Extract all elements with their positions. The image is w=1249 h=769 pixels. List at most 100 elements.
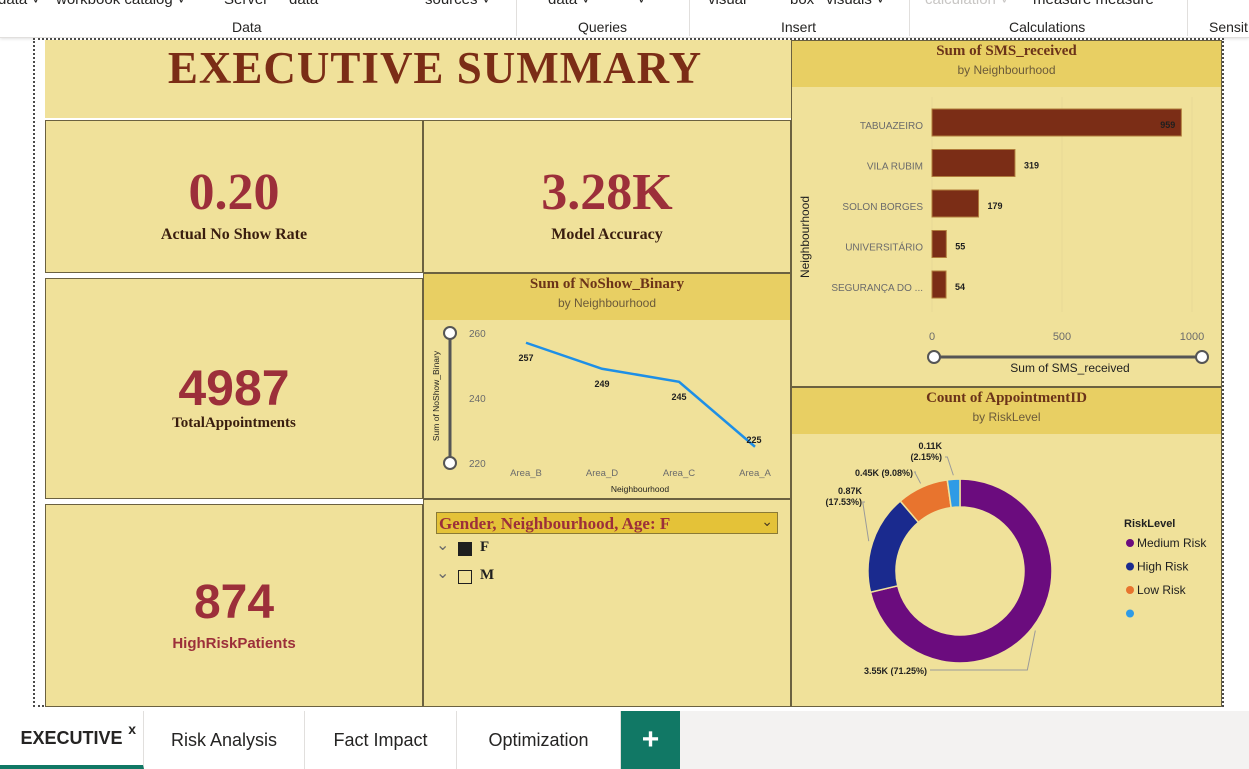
bar bbox=[931, 149, 1016, 177]
x-tick-label: Area_D bbox=[586, 468, 618, 479]
chevron-down-icon[interactable]: ⌄ bbox=[436, 537, 450, 554]
data-label: 959 bbox=[1160, 120, 1175, 130]
line-chart[interactable]: 220 240 260 Sum of NoShow_Binary 257 Area_B 24… bbox=[424, 320, 790, 498]
kpi-label: TotalAppointments bbox=[172, 415, 296, 431]
tab-fact-impact[interactable]: Fact Impact bbox=[305, 711, 457, 769]
ribbon: data ˅ workbook catalog ˅ Server data so… bbox=[0, 0, 1249, 38]
ribbon-button[interactable]: measure measure bbox=[1033, 0, 1154, 8]
kpi-value: 3.28K bbox=[541, 164, 673, 221]
chart-subtitle: by Neighbourhood bbox=[557, 296, 657, 310]
ribbon-divider bbox=[909, 0, 910, 36]
tab-risk-analysis[interactable]: Risk Analysis bbox=[144, 711, 305, 769]
ribbon-button[interactable]: visuals ˅ bbox=[826, 0, 885, 8]
donut-slice bbox=[869, 478, 1053, 664]
kpi-value: 4987 bbox=[178, 360, 290, 416]
ribbon-group-label: Calculations bbox=[1009, 19, 1086, 35]
y-tick-label: 260 bbox=[469, 329, 486, 340]
chart-subtitle: by RiskLevel bbox=[972, 410, 1041, 424]
kpi-card-model-accuracy[interactable]: 3.28K Model Accuracy bbox=[423, 120, 791, 273]
ribbon-button[interactable]: workbook catalog ˅ bbox=[56, 0, 186, 8]
range-slider-handle bbox=[443, 326, 457, 340]
leader-line bbox=[913, 471, 922, 484]
chart-title: Sum of SMS_received bbox=[936, 43, 1077, 59]
data-label: 249 bbox=[594, 379, 609, 389]
chevron-down-icon[interactable]: ⌄ bbox=[436, 565, 450, 582]
bar bbox=[931, 270, 947, 299]
ribbon-button[interactable]: data bbox=[289, 0, 318, 8]
slicer-header[interactable]: Gender, Neighbourhood, Age: F ⌄ bbox=[436, 512, 778, 534]
data-label: 225 bbox=[746, 435, 761, 445]
y-tick-label: 240 bbox=[469, 394, 486, 405]
ribbon-divider bbox=[516, 0, 517, 36]
kpi-card-high-risk-patients[interactable]: 874 HighRiskPatients bbox=[45, 504, 423, 707]
x-tick-label: Area_C bbox=[663, 468, 695, 479]
tab-label: EXECUTIVE bbox=[20, 727, 123, 748]
ribbon-button[interactable]: sources ˅ bbox=[425, 0, 490, 8]
slicer-header-text: Gender, Neighbourhood, Age: F bbox=[439, 514, 671, 533]
slicer-item-label: M bbox=[480, 567, 495, 583]
leader-line bbox=[862, 501, 870, 542]
slicer-item[interactable]: ⌄ F bbox=[436, 537, 636, 561]
leader-line bbox=[930, 630, 1036, 671]
sms-bar-chart-tile[interactable]: Sum of SMS_received by Neighbourhood 0 50… bbox=[791, 40, 1222, 387]
ribbon-button[interactable]: data ˅ bbox=[0, 0, 40, 8]
x-tick-label: 1000 bbox=[1180, 331, 1204, 343]
y-axis-title: Neighbourhood bbox=[798, 196, 812, 278]
y-tick-label: UNIVERSITÁRIO bbox=[845, 241, 923, 254]
data-label: 245 bbox=[671, 392, 686, 402]
bar bbox=[931, 108, 1182, 137]
ribbon-group-label: Insert bbox=[781, 19, 817, 35]
bar-chart[interactable]: 0 500 1000 TABUAZEIRO 959 VILA RUBIM 319 SOLON … bbox=[792, 87, 1221, 386]
ribbon-button[interactable]: data ˅ bbox=[548, 0, 590, 8]
close-icon[interactable]: x bbox=[128, 721, 136, 737]
gender-slicer-tile[interactable]: Gender, Neighbourhood, Age: F ⌄ ⌄ F ⌄ M bbox=[423, 499, 791, 707]
noshow-line-chart-tile[interactable]: Sum of NoShow_Binary by Neighbourhood 22… bbox=[423, 273, 791, 499]
legend-marker bbox=[1126, 539, 1134, 547]
add-page-button[interactable]: + bbox=[621, 711, 680, 769]
title-tile[interactable]: EXECUTIVE SUMMARY bbox=[45, 40, 791, 118]
x-tick-label: Area_B bbox=[510, 468, 542, 479]
tab-label: Fact Impact bbox=[333, 729, 428, 750]
kpi-label: HighRiskPatients bbox=[172, 635, 296, 652]
range-slider-handle bbox=[927, 350, 941, 364]
ribbon-button[interactable]: Server bbox=[224, 0, 268, 8]
donut-chart[interactable]: 3.55K (71.25%) 0.87K(17.53%) 0.45K (9.08%)… bbox=[792, 434, 1221, 706]
kpi-label: Model Accuracy bbox=[551, 226, 663, 243]
checkbox-unchecked[interactable] bbox=[458, 570, 472, 584]
ribbon-group-label: Queries bbox=[578, 19, 628, 35]
kpi-card-total-appointments[interactable]: 4987 TotalAppointments bbox=[45, 278, 423, 499]
range-slider-handle bbox=[1195, 350, 1209, 364]
y-tick-label: VILA RUBIM bbox=[867, 162, 923, 173]
legend-marker bbox=[1126, 586, 1134, 594]
ribbon-divider bbox=[1187, 0, 1188, 36]
series-line bbox=[525, 341, 756, 448]
x-tick-label: 500 bbox=[1053, 331, 1071, 343]
kpi-value: 874 bbox=[193, 576, 275, 629]
data-label: (2.15%) bbox=[910, 452, 942, 462]
x-axis-title: Neighbourhood bbox=[611, 484, 669, 494]
x-tick-label: Area_A bbox=[739, 468, 771, 479]
ribbon-button[interactable]: ˅ bbox=[637, 0, 646, 8]
checkbox-checked[interactable] bbox=[458, 542, 472, 556]
tab-label: Optimization bbox=[488, 729, 589, 750]
data-label: 319 bbox=[1024, 161, 1039, 171]
kpi-value: 0.20 bbox=[188, 164, 280, 221]
slicer-item[interactable]: ⌄ M bbox=[436, 565, 636, 589]
tab-executive[interactable]: EXECUTIVE x bbox=[0, 711, 144, 769]
kpi-card-no-show-rate[interactable]: 0.20 Actual No Show Rate bbox=[45, 120, 423, 273]
bar bbox=[931, 230, 947, 258]
legend-item: Low Risk bbox=[1137, 583, 1187, 597]
tab-optimization[interactable]: Optimization bbox=[457, 711, 621, 769]
ribbon-button[interactable]: calculation ˅ bbox=[925, 0, 1009, 8]
risk-donut-chart-tile[interactable]: Count of AppointmentID by RiskLevel 3.55… bbox=[791, 387, 1222, 707]
ribbon-button[interactable]: box bbox=[790, 0, 814, 8]
slicer-item-label: F bbox=[480, 539, 490, 555]
kpi-label: Actual No Show Rate bbox=[160, 226, 308, 243]
donut-slice bbox=[867, 499, 920, 594]
bar bbox=[931, 189, 980, 218]
data-label: 0.45K (9.08%) bbox=[855, 468, 913, 478]
chevron-down-icon[interactable]: ⌄ bbox=[761, 513, 773, 529]
leader-line bbox=[945, 456, 954, 476]
x-axis-title: Sum of SMS_received bbox=[1010, 361, 1129, 375]
ribbon-button[interactable]: visual bbox=[708, 0, 746, 8]
